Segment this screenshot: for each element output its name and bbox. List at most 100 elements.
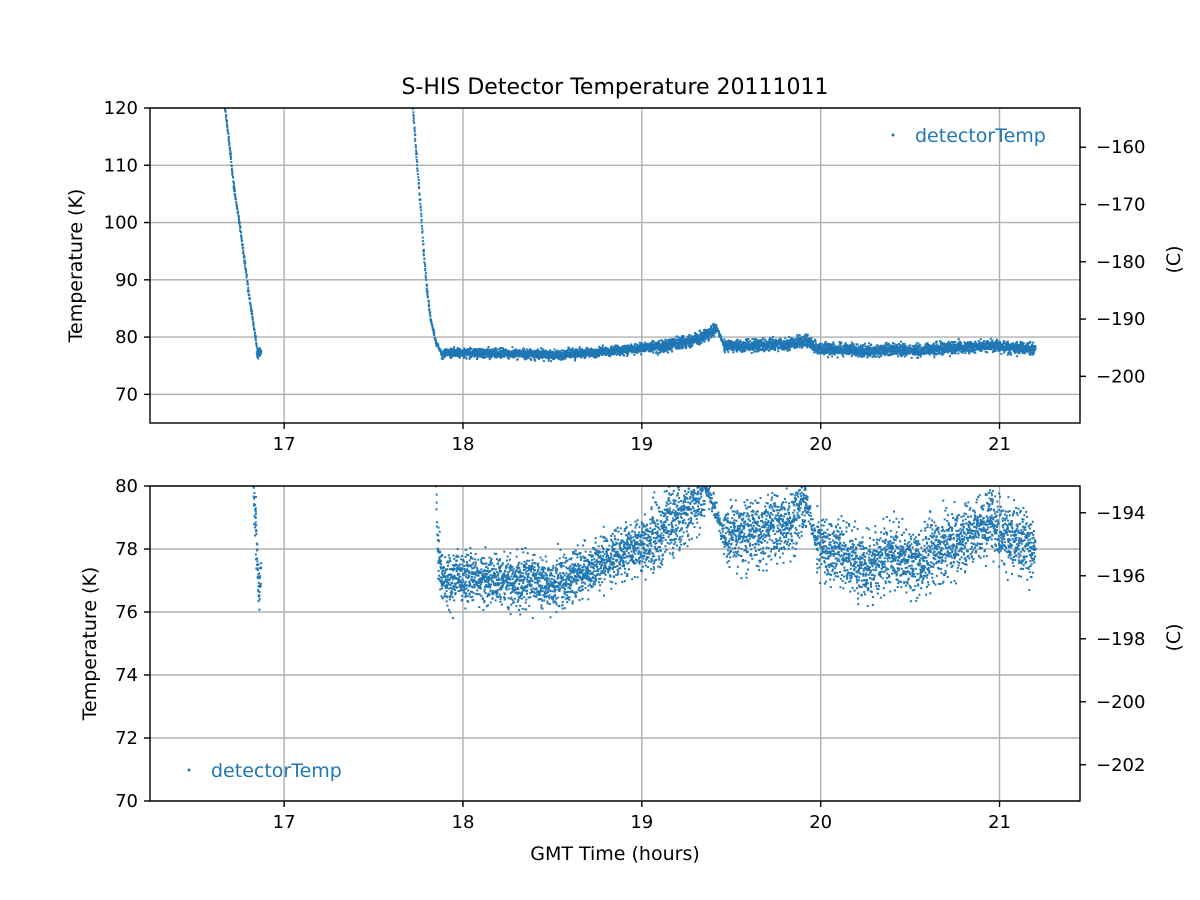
data-point [432,328,435,331]
data-point [857,345,860,348]
data-point [494,348,497,351]
data-point [581,348,584,351]
data-point [473,354,476,357]
data-point [768,348,771,351]
data-point [240,236,243,239]
data-point [674,347,677,350]
data-point [867,353,870,356]
data-point [239,229,242,232]
data-point [738,347,741,350]
data-point [425,284,428,287]
data-point [416,173,419,176]
data-point [462,355,465,358]
data-point [680,347,683,350]
data-point [522,350,525,353]
data-point [713,335,716,338]
data-point [247,286,250,289]
data-point [692,335,695,338]
data-point [723,340,726,343]
data-point [847,345,850,348]
data-point [743,350,746,353]
data-point [910,356,913,359]
data-point [723,338,726,341]
data-point [575,353,578,356]
data-point [250,309,253,312]
data-point [457,354,460,357]
data-point [414,139,417,142]
data-point [637,344,640,347]
data-point [657,351,660,354]
data-point [808,337,811,340]
data-point [702,333,705,336]
data-point [238,219,241,222]
data-point [575,348,578,351]
data-point [431,327,434,330]
data-point [840,342,843,345]
data-point [581,351,584,354]
data-point [415,158,418,161]
data-point [866,350,869,353]
data-point [942,351,945,354]
data-point [414,134,417,137]
data-point [797,341,800,344]
data-point [564,357,567,360]
data-point [805,333,808,336]
data-point [667,342,670,345]
data-point [658,339,661,342]
data-point [706,333,709,336]
data-point [814,339,817,342]
data-point [876,344,879,347]
data-point [256,348,259,351]
data-point [538,356,541,359]
data-point [601,344,604,347]
data-point [727,348,730,351]
data-point [945,350,948,353]
data-point [832,341,835,344]
data-point [238,224,241,227]
data-point [437,345,440,348]
data-point [453,349,456,352]
data-point [897,355,900,358]
data-point [768,340,771,343]
data-point [480,356,483,359]
data-point [713,323,716,326]
data-point [449,356,452,359]
data-point [753,342,756,345]
data-point [598,346,601,349]
data-point [422,253,425,256]
data-point [622,345,625,348]
data-point [644,346,647,349]
data-point [559,358,562,361]
data-point [254,338,257,341]
data-point [255,342,258,345]
data-point [420,215,423,218]
data-point [558,356,561,359]
data-point [918,343,921,346]
data-point [901,349,904,352]
data-point [626,354,629,357]
data-point [905,353,908,356]
data-point [751,337,754,340]
data-point [916,345,919,348]
data-point [953,352,956,355]
data-point [721,340,724,343]
data-point [660,339,663,342]
data-point [788,347,791,350]
data-point [255,345,258,348]
data-point [468,357,471,360]
data-point [598,353,601,356]
data-point [571,355,574,358]
data-point [240,231,243,234]
data-point [488,356,491,359]
data-point [698,335,701,338]
data-point [444,354,447,357]
data-point [803,342,806,345]
data-point [772,346,775,349]
data-point [830,349,833,352]
data-point [676,335,679,338]
data-point [231,172,234,175]
data-point [762,348,765,351]
data-point [823,353,826,356]
data-point [246,281,249,284]
data-point [952,345,955,348]
